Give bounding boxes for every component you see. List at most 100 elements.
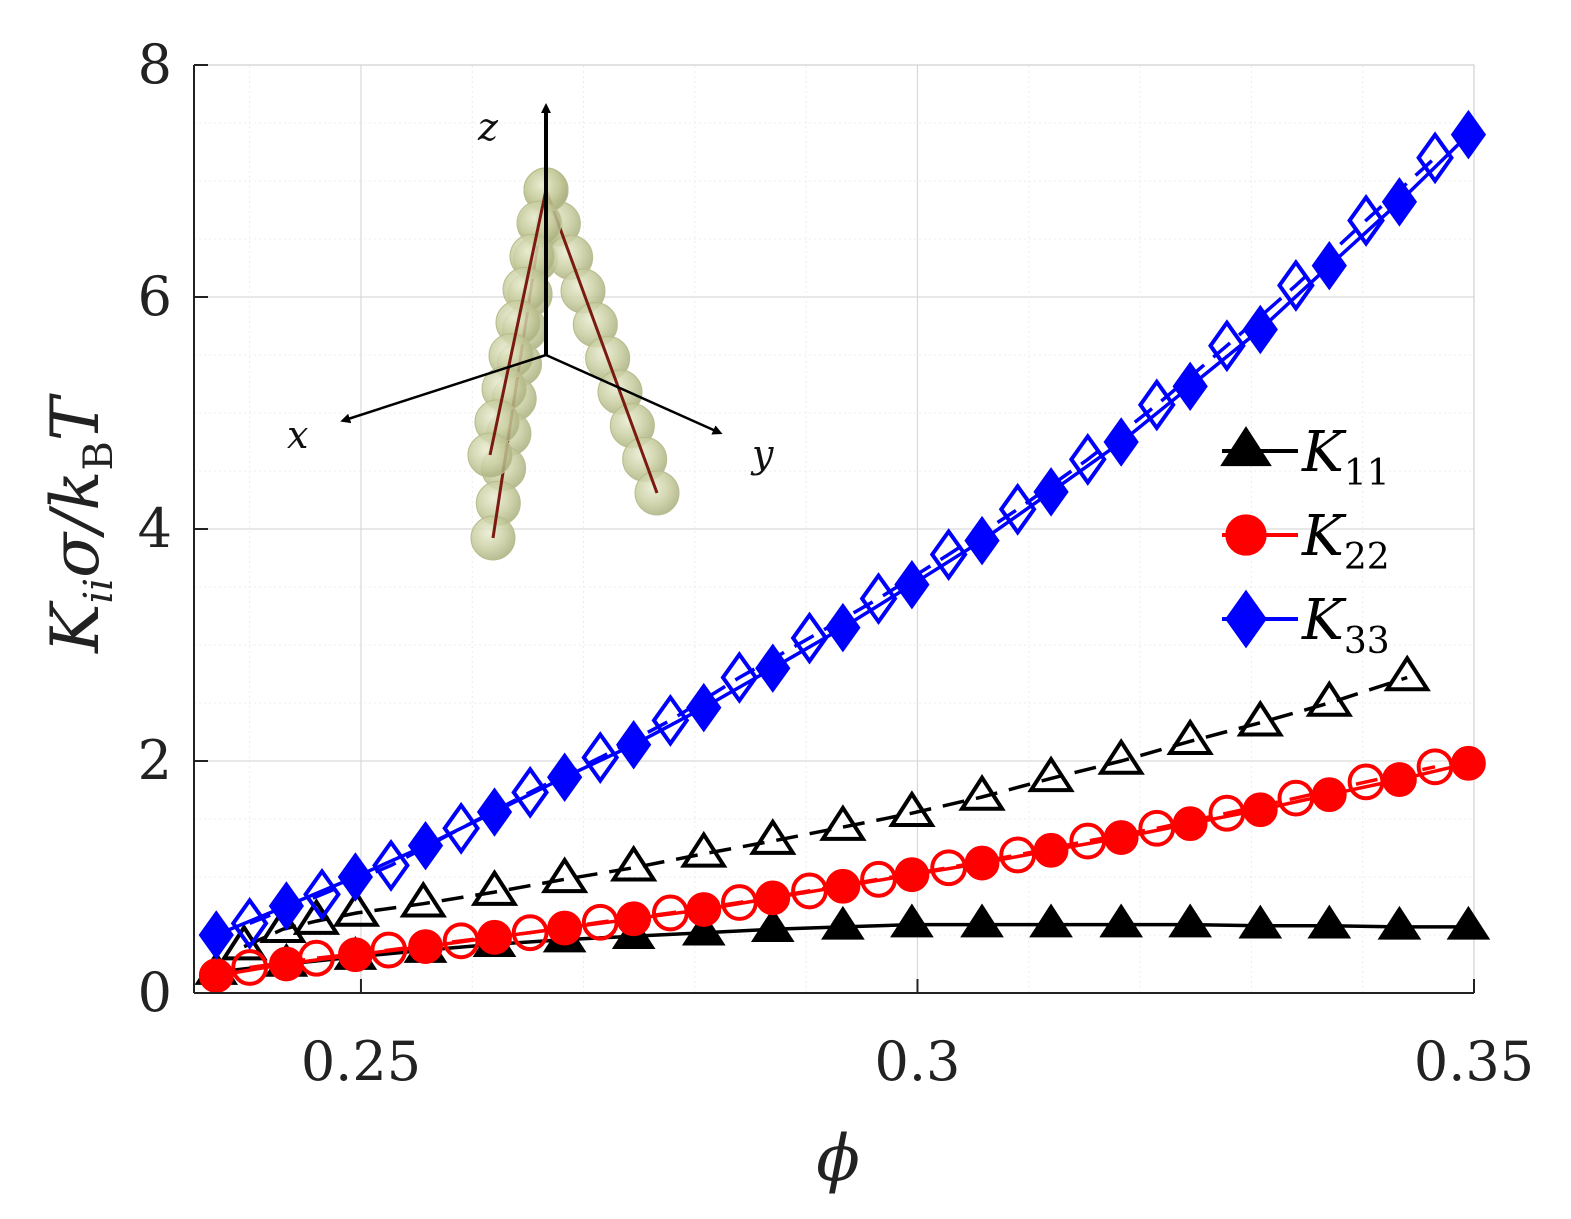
x-axis-arrow xyxy=(340,353,547,424)
data-point xyxy=(1242,792,1278,828)
data-point xyxy=(442,922,480,960)
data-point xyxy=(298,939,335,977)
series-line xyxy=(249,765,1436,970)
data-point xyxy=(651,693,690,747)
data-point xyxy=(511,914,549,952)
data-point xyxy=(1168,903,1213,938)
data-point xyxy=(1238,904,1283,939)
data-point xyxy=(1027,755,1075,793)
data-point xyxy=(1208,794,1246,832)
data-point xyxy=(1347,763,1385,801)
data-point xyxy=(681,911,726,946)
legend-label: K11 xyxy=(1301,420,1390,494)
data-point xyxy=(1137,378,1176,432)
data-point xyxy=(581,903,619,941)
legend-label: K22 xyxy=(1301,504,1390,578)
x-tick-label: 0.3 xyxy=(875,1030,961,1093)
data-point xyxy=(1416,748,1454,786)
data-point xyxy=(198,958,234,993)
data-point xyxy=(859,572,898,626)
data-point xyxy=(750,908,795,942)
data-point xyxy=(791,872,828,910)
data-point xyxy=(407,820,444,871)
data-point xyxy=(268,881,305,931)
data-point xyxy=(819,804,867,841)
data-point xyxy=(998,482,1037,536)
data-point xyxy=(1172,806,1208,842)
data-point xyxy=(720,651,759,704)
data-point xyxy=(1277,779,1315,817)
data-point xyxy=(825,602,861,653)
data-point xyxy=(930,849,968,887)
y-label-sub-ii: ii xyxy=(76,578,122,604)
data-point xyxy=(1305,680,1353,717)
data-point xyxy=(1138,809,1176,847)
data-point xyxy=(749,818,797,855)
data-point xyxy=(1277,258,1315,312)
data-point xyxy=(890,903,934,938)
data-point xyxy=(1029,903,1073,938)
y-label-k: K xyxy=(37,600,114,654)
bead-arm-back xyxy=(467,167,569,478)
series-k22-dashed- xyxy=(231,748,1454,986)
data-point xyxy=(1416,131,1454,185)
svg-text:Kiiσ/kBT: Kiiσ/kBT xyxy=(37,392,122,654)
inset-molecule-diagram: z x y xyxy=(287,103,774,561)
data-point xyxy=(1383,654,1431,692)
data-point xyxy=(616,720,652,770)
data-point xyxy=(651,894,689,932)
data-point xyxy=(1307,904,1352,939)
data-point xyxy=(1311,777,1347,813)
data-point xyxy=(372,838,410,892)
data-point xyxy=(1172,361,1208,412)
legend-marker xyxy=(1220,426,1272,467)
data-point xyxy=(1166,718,1214,756)
x-tick-label: 0.35 xyxy=(1414,1030,1534,1093)
data-point xyxy=(581,731,620,784)
data-point xyxy=(1451,745,1486,781)
data-point xyxy=(231,949,269,986)
ticks: 0 2 4 6 8 0.25 0.3 0.35 xyxy=(138,33,1534,1093)
data-point xyxy=(1347,193,1385,247)
legend-marker xyxy=(1225,514,1267,556)
data-point xyxy=(332,890,381,927)
series-line xyxy=(243,675,1408,949)
y-tick-label: 0 xyxy=(138,961,172,1024)
series-k11 xyxy=(194,903,1491,985)
data-point xyxy=(1450,109,1487,160)
data-point xyxy=(720,884,758,921)
y-axis-label: Kiiσ/kBT xyxy=(37,392,122,654)
y-label-sigma-over-k: σ/k xyxy=(37,471,114,578)
data-point xyxy=(442,801,480,855)
bond-line xyxy=(544,189,659,494)
inset-z-label: z xyxy=(477,105,499,149)
y-axis-arrow xyxy=(545,353,723,435)
data-point xyxy=(958,774,1006,811)
x-axis-label: ϕ xyxy=(816,1122,860,1196)
data-point xyxy=(860,860,897,898)
data-point xyxy=(511,765,549,819)
data-point xyxy=(476,787,513,837)
data-point xyxy=(888,790,936,827)
data-point xyxy=(1069,822,1107,860)
data-point xyxy=(929,528,968,581)
series-k33 xyxy=(198,109,1487,960)
data-point xyxy=(1242,304,1278,355)
data-point xyxy=(821,905,865,940)
data-point xyxy=(964,515,1000,566)
data-point xyxy=(1382,762,1417,797)
data-point xyxy=(1103,417,1139,467)
data-point xyxy=(1099,903,1144,938)
data-point xyxy=(609,844,658,882)
data-point xyxy=(399,880,447,918)
data-point xyxy=(790,611,829,665)
data-point xyxy=(680,830,728,868)
data-point xyxy=(230,896,269,950)
data-point xyxy=(292,898,341,935)
data-point xyxy=(470,869,519,906)
series-k33-dashed- xyxy=(230,131,1454,950)
legend: K11 K22 K33 xyxy=(1220,420,1390,662)
data-point xyxy=(1097,738,1145,775)
bond-line xyxy=(488,189,548,456)
